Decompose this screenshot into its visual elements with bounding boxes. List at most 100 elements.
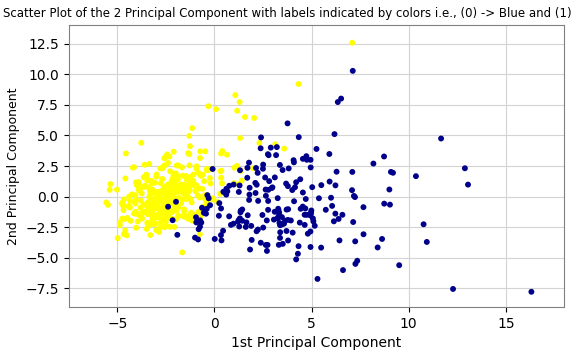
Point [255,140,264,146]
Point [271,141,280,147]
Point [219,228,228,233]
Point [150,180,159,186]
Point [132,182,142,188]
Point [163,152,172,157]
Point [143,206,152,212]
Point [330,131,339,137]
Point [136,198,146,203]
Point [145,195,154,200]
Point [235,99,244,105]
Point [168,188,177,193]
Point [168,217,177,223]
Point [202,211,211,216]
Point [262,242,271,248]
Point [196,173,206,179]
Point [176,182,186,187]
Point [348,169,357,175]
Point [373,245,382,250]
Point [191,184,200,190]
Point [171,207,180,213]
Point [140,183,150,188]
Point [300,222,309,228]
Point [258,166,267,172]
Point [194,170,203,175]
Point [122,232,131,238]
Point [251,180,260,186]
Point [235,182,244,188]
Point [280,218,289,223]
Point [148,216,157,222]
Point [204,167,213,173]
Point [448,286,457,292]
Point [140,162,149,167]
Point [234,181,243,187]
Point [244,197,254,203]
Point [137,191,146,196]
Point [216,151,226,156]
Point [152,202,161,208]
Point [184,151,194,157]
Point [182,186,191,192]
Point [215,200,224,206]
Point [230,180,239,186]
Point [143,224,152,230]
Point [187,214,196,220]
Point [162,186,171,192]
Point [159,202,168,208]
Point [243,175,252,181]
Point [158,176,167,182]
Point [217,168,226,174]
Point [164,185,174,191]
Point [170,172,179,177]
Point [289,198,299,204]
Point [329,218,339,224]
Point [302,157,311,163]
Point [121,176,130,181]
Point [289,157,298,163]
Point [162,183,171,188]
Point [264,178,274,184]
Point [167,178,176,184]
Point [191,182,200,188]
Point [133,218,142,224]
Point [264,198,273,204]
Point [171,216,180,222]
Point [161,154,170,160]
Point [200,206,209,211]
Point [174,163,183,169]
Point [163,194,172,200]
Point [527,289,536,295]
Point [119,231,128,237]
Point [222,152,231,157]
Point [274,206,283,212]
Point [130,200,139,205]
Point [284,206,293,212]
Point [292,179,301,185]
Point [146,211,155,217]
Point [197,220,206,225]
Point [171,196,180,202]
Point [156,220,165,226]
Point [184,150,193,156]
Point [348,40,357,46]
Point [153,194,162,200]
Point [140,174,150,179]
Point [152,172,161,177]
Point [263,248,272,254]
Point [148,215,158,220]
Point [155,214,164,220]
Point [206,181,215,186]
Point [234,217,243,223]
Point [173,173,182,179]
Point [174,195,183,201]
Point [172,183,182,188]
Point [196,208,206,213]
Point [150,197,159,203]
Point [300,212,309,218]
Point [380,154,389,159]
Point [306,213,315,218]
Point [282,207,291,212]
Point [144,185,153,190]
Point [155,189,164,195]
Point [166,224,175,230]
